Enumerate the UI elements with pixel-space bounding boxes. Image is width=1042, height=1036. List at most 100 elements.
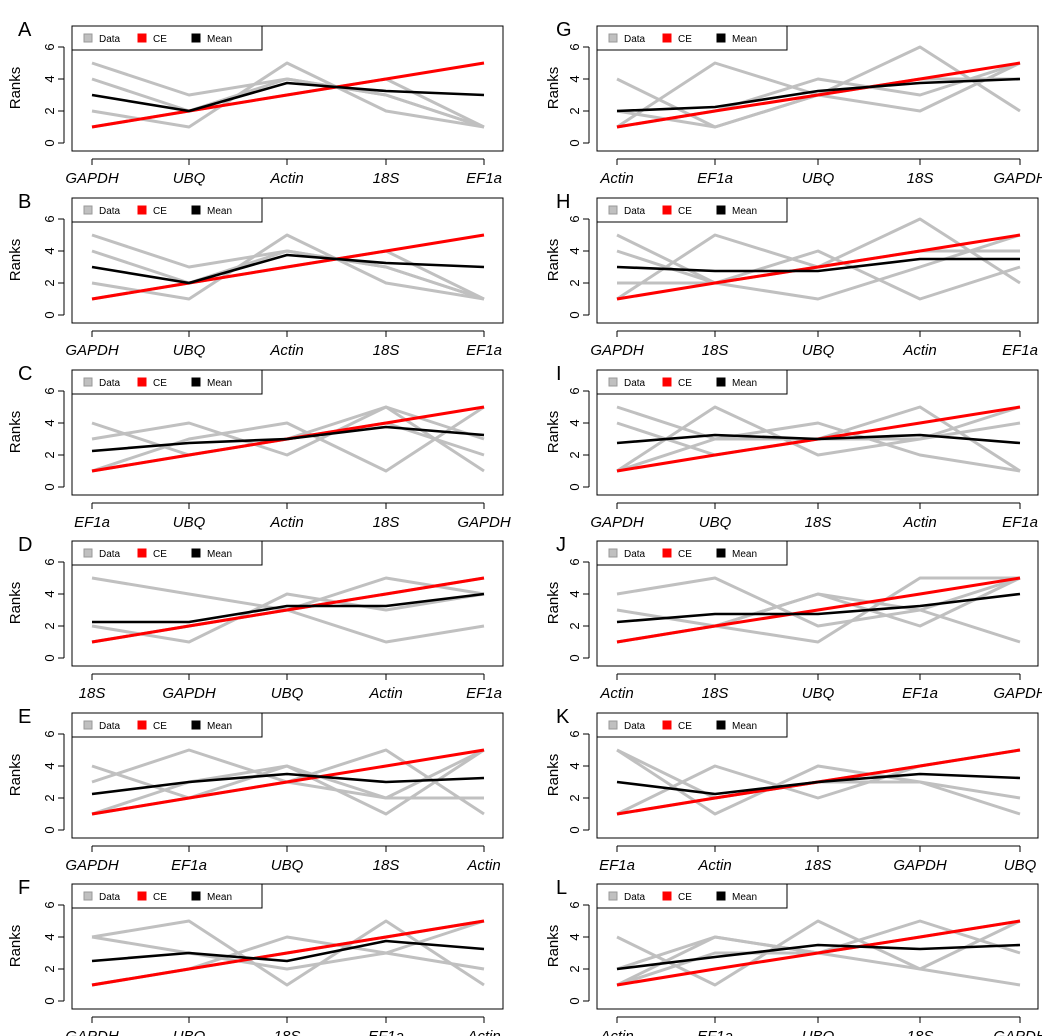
legend-label-mean: Mean [732, 378, 757, 389]
legend-swatch-data [608, 548, 618, 558]
x-tick-label: 18S [702, 685, 729, 702]
plot-area [596, 197, 1039, 324]
plot-area [596, 540, 1039, 667]
mean-series-line [91, 253, 485, 285]
y-tick-label: 2 [567, 622, 582, 629]
chart-panel-f: F 0 2 4 6 Ranks GAPDH UBQ 18S EF1a Actin Data CE Mean [7, 877, 504, 1036]
ce-series-line [91, 61, 485, 129]
x-tick-label: Actin [599, 685, 633, 702]
y-tick-label: 4 [42, 762, 57, 769]
x-tick-label: GAPDH [993, 1028, 1042, 1036]
y-tick-label: 6 [567, 215, 582, 222]
legend-box [596, 197, 788, 223]
legend-label-mean: Mean [732, 34, 757, 45]
x-tick-label: GAPDH [457, 514, 511, 531]
legend-box [71, 369, 263, 395]
data-series-line [91, 77, 485, 129]
x-tick-label: GAPDH [65, 170, 119, 187]
legend-swatch-mean [191, 33, 201, 43]
legend-swatch-ce [662, 720, 672, 730]
legend-swatch-ce [137, 205, 147, 215]
legend-box [71, 197, 263, 223]
x-tick-label: Actin [368, 685, 402, 702]
y-tick-label: 2 [42, 107, 57, 114]
panel-letter: H [556, 191, 570, 213]
y-tick-label: 4 [42, 75, 57, 82]
legend-label-mean: Mean [207, 206, 232, 217]
legend-swatch-data [608, 377, 618, 387]
ce-series-line [91, 919, 485, 987]
ce-series-line [91, 748, 485, 816]
mean-series-line [616, 943, 1021, 971]
legend-label-data: Data [624, 378, 646, 389]
legend-label-data: Data [624, 892, 646, 903]
legend-swatch-ce [137, 33, 147, 43]
legend-swatch-mean [716, 891, 726, 901]
x-tick-label: GAPDH [993, 685, 1042, 702]
legend-label-ce: CE [678, 34, 692, 45]
y-tick-label: 0 [567, 826, 582, 833]
data-series-line [616, 919, 1021, 987]
x-tick-label: Actin [599, 170, 633, 187]
mean-series-line [91, 81, 485, 113]
data-series-line [616, 233, 1021, 301]
x-tick-label: Actin [466, 1028, 500, 1036]
x-tick-label: Actin [269, 170, 303, 187]
x-tick-label: GAPDH [590, 342, 644, 359]
x-tick-label: EF1a [466, 342, 502, 359]
legend-swatch-data [83, 548, 93, 558]
data-series-line [91, 405, 485, 473]
x-tick-label: EF1a [1002, 514, 1038, 531]
legend-label-data: Data [624, 206, 646, 217]
y-tick-label: 0 [567, 483, 582, 490]
x-tick-label: GAPDH [893, 857, 947, 874]
y-axis-label: Ranks [7, 754, 24, 797]
data-series-line [91, 61, 485, 129]
legend-swatch-ce [137, 891, 147, 901]
panel-letter: J [556, 534, 566, 556]
mean-series-line [91, 939, 485, 963]
plot-area [596, 369, 1039, 496]
y-tick-label: 6 [42, 558, 57, 565]
data-series-line [616, 576, 1020, 644]
legend-swatch-mean [716, 548, 726, 558]
plot-area [71, 540, 504, 667]
legend-label-ce: CE [153, 378, 167, 389]
ce-series-line [616, 61, 1021, 129]
plot-area [71, 25, 504, 152]
ce-series-line [616, 576, 1021, 644]
y-tick-label: 4 [567, 590, 582, 597]
x-tick-label: UBQ [802, 342, 835, 359]
chart-panel-d: D 0 2 4 6 Ranks 18S GAPDH UBQ Actin EF1a Data CE Mean [7, 534, 504, 702]
data-series-line [616, 748, 1021, 816]
data-series-line [616, 576, 1021, 644]
plot-area [71, 197, 504, 324]
y-axis-label: Ranks [545, 582, 562, 625]
x-tick-label: EF1a [1002, 342, 1038, 359]
y-tick-label: 0 [42, 826, 57, 833]
chart-panel-g: G 0 2 4 6 Ranks Actin EF1a UBQ 18S GAPDH Data CE Mean [545, 19, 1042, 187]
x-tick-label: 18S [805, 857, 832, 874]
plot-area [596, 712, 1039, 839]
ce-series-line [91, 233, 485, 301]
y-tick-label: 4 [567, 247, 582, 254]
y-tick-label: 0 [42, 483, 57, 490]
x-tick-label: UBQ [271, 857, 304, 874]
legend-swatch-data [608, 891, 618, 901]
x-tick-label: EF1a [599, 857, 635, 874]
chart-panel-j: J 0 2 4 6 Ranks Actin 18S UBQ EF1a GAPDH Data CE Mean [545, 534, 1042, 702]
y-tick-label: 4 [42, 933, 57, 940]
legend-label-mean: Mean [732, 892, 757, 903]
x-tick-label: UBQ [173, 514, 206, 531]
x-tick-label: 18S [907, 170, 934, 187]
y-tick-label: 0 [42, 311, 57, 318]
legend-box [71, 712, 263, 738]
legend-label-data: Data [99, 721, 121, 732]
legend-swatch-ce [137, 377, 147, 387]
y-tick-label: 6 [42, 215, 57, 222]
legend-label-ce: CE [153, 549, 167, 560]
legend-box [71, 883, 263, 909]
legend-label-data: Data [624, 549, 646, 560]
y-axis-label: Ranks [545, 239, 562, 282]
